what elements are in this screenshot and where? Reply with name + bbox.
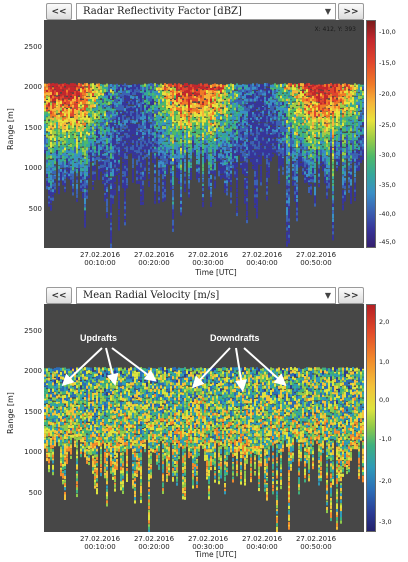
reflectivity-plot[interactable]: X: 412, Y: 393 bbox=[44, 20, 364, 248]
y-tick: 500 bbox=[28, 205, 42, 213]
colorbar-tick: 0,0 bbox=[379, 396, 390, 404]
reflectivity-toolbar: << Radar Reflectivity Factor [dBZ] ▼ >> bbox=[0, 3, 408, 21]
colorbar-tick: -20,0 bbox=[379, 90, 396, 98]
colorbar-tick: -1,0 bbox=[379, 435, 392, 443]
x-tick-date: 27.02.2016 bbox=[187, 251, 229, 259]
x-tick-date: 27.02.2016 bbox=[187, 535, 229, 543]
y-tick: 1500 bbox=[24, 408, 42, 416]
y-tick: 2500 bbox=[24, 327, 42, 335]
x-tick-date: 27.02.2016 bbox=[295, 535, 337, 543]
colorbar-tick: -25,0 bbox=[379, 121, 396, 129]
x-tick: 27.02.2016 00:20:00 bbox=[126, 535, 182, 551]
x-tick-time: 00:20:00 bbox=[138, 259, 170, 267]
cursor-readout: X: 412, Y: 393 bbox=[314, 26, 356, 33]
reflectivity-panel: << Radar Reflectivity Factor [dBZ] ▼ >> … bbox=[0, 0, 408, 280]
downdraft-arrow bbox=[235, 347, 247, 392]
x-tick: 27.02.2016 00:30:00 bbox=[180, 251, 236, 267]
x-tick: 27.02.2016 00:10:00 bbox=[72, 251, 128, 267]
x-tick-time: 00:40:00 bbox=[246, 259, 278, 267]
product-select-value: Mean Radial Velocity [m/s] bbox=[83, 290, 220, 301]
x-tick: 27.02.2016 00:20:00 bbox=[126, 251, 182, 267]
y-tick: 1500 bbox=[24, 124, 42, 132]
velocity-plot[interactable]: Updrafts Downdrafts bbox=[44, 304, 364, 532]
x-tick: 27.02.2016 00:10:00 bbox=[72, 535, 128, 551]
product-select-value: Radar Reflectivity Factor [dBZ] bbox=[83, 6, 242, 17]
next-button[interactable]: >> bbox=[338, 287, 364, 304]
x-tick-date: 27.02.2016 bbox=[79, 251, 121, 259]
x-tick-date: 27.02.2016 bbox=[133, 251, 175, 259]
x-axis-label: Time [UTC] bbox=[195, 268, 237, 277]
colorbar-tick: -35,0 bbox=[379, 181, 396, 189]
chevron-down-icon[interactable]: ▼ bbox=[324, 7, 331, 16]
y-tick: 2000 bbox=[24, 83, 42, 91]
colorbar-tick: -15,0 bbox=[379, 59, 396, 67]
x-tick: 27.02.2016 00:40:00 bbox=[234, 535, 290, 551]
reflectivity-image bbox=[44, 83, 364, 248]
next-button[interactable]: >> bbox=[338, 3, 364, 20]
x-tick-date: 27.02.2016 bbox=[133, 535, 175, 543]
x-tick-date: 27.02.2016 bbox=[241, 535, 283, 543]
product-select[interactable]: Radar Reflectivity Factor [dBZ] ▼ bbox=[76, 3, 336, 20]
x-tick-time: 00:30:00 bbox=[192, 259, 224, 267]
colorbar-tick: -10,0 bbox=[379, 28, 396, 36]
velocity-panel: << Mean Radial Velocity [m/s] ▼ >> Range… bbox=[0, 284, 408, 562]
y-axis-label: Range [m] bbox=[6, 108, 15, 150]
updraft-arrow bbox=[105, 347, 119, 386]
x-tick-time: 00:30:00 bbox=[192, 543, 224, 551]
x-tick-time: 00:50:00 bbox=[300, 259, 332, 267]
y-tick: 2000 bbox=[24, 367, 42, 375]
updrafts-annotation: Updrafts bbox=[80, 333, 118, 343]
colorbar-tick: -30,0 bbox=[379, 151, 396, 159]
velocity-colorbar bbox=[366, 304, 376, 532]
downdraft-arrow bbox=[243, 347, 287, 387]
x-tick-date: 27.02.2016 bbox=[241, 251, 283, 259]
x-tick: 27.02.2016 00:50:00 bbox=[288, 251, 344, 267]
x-tick-time: 00:50:00 bbox=[300, 543, 332, 551]
x-tick-time: 00:20:00 bbox=[138, 543, 170, 551]
x-tick-time: 00:10:00 bbox=[84, 259, 116, 267]
x-tick: 27.02.2016 00:50:00 bbox=[288, 535, 344, 551]
reflectivity-colorbar bbox=[366, 20, 376, 248]
updraft-arrow bbox=[111, 347, 157, 382]
downdraft-arrow bbox=[191, 347, 231, 389]
y-axis-label: Range [m] bbox=[6, 392, 15, 434]
x-tick: 27.02.2016 00:40:00 bbox=[234, 251, 290, 267]
updraft-arrow bbox=[61, 347, 103, 387]
y-tick: 500 bbox=[28, 489, 42, 497]
colorbar-tick: -2,0 bbox=[379, 477, 392, 485]
colorbar-tick: -3,0 bbox=[379, 518, 392, 526]
velocity-toolbar: << Mean Radial Velocity [m/s] ▼ >> bbox=[0, 287, 408, 305]
annotation-arrows bbox=[61, 347, 287, 392]
colorbar-tick: 2,0 bbox=[379, 318, 390, 326]
y-tick: 1000 bbox=[24, 164, 42, 172]
colorbar-tick: -40,0 bbox=[379, 210, 396, 218]
x-tick: 27.02.2016 00:30:00 bbox=[180, 535, 236, 551]
x-tick-date: 27.02.2016 bbox=[295, 251, 337, 259]
product-select[interactable]: Mean Radial Velocity [m/s] ▼ bbox=[76, 287, 336, 304]
x-tick-time: 00:40:00 bbox=[246, 543, 278, 551]
y-tick: 1000 bbox=[24, 448, 42, 456]
colorbar-tick: 1,0 bbox=[379, 358, 390, 366]
x-axis-label: Time [UTC] bbox=[195, 550, 237, 559]
previous-button[interactable]: << bbox=[46, 287, 72, 304]
downdrafts-annotation: Downdrafts bbox=[210, 333, 260, 343]
y-tick: 2500 bbox=[24, 43, 42, 51]
colorbar-tick: -45,0 bbox=[379, 238, 396, 246]
x-tick-date: 27.02.2016 bbox=[79, 535, 121, 543]
previous-button[interactable]: << bbox=[46, 3, 72, 20]
x-tick-time: 00:10:00 bbox=[84, 543, 116, 551]
chevron-down-icon[interactable]: ▼ bbox=[324, 291, 331, 300]
